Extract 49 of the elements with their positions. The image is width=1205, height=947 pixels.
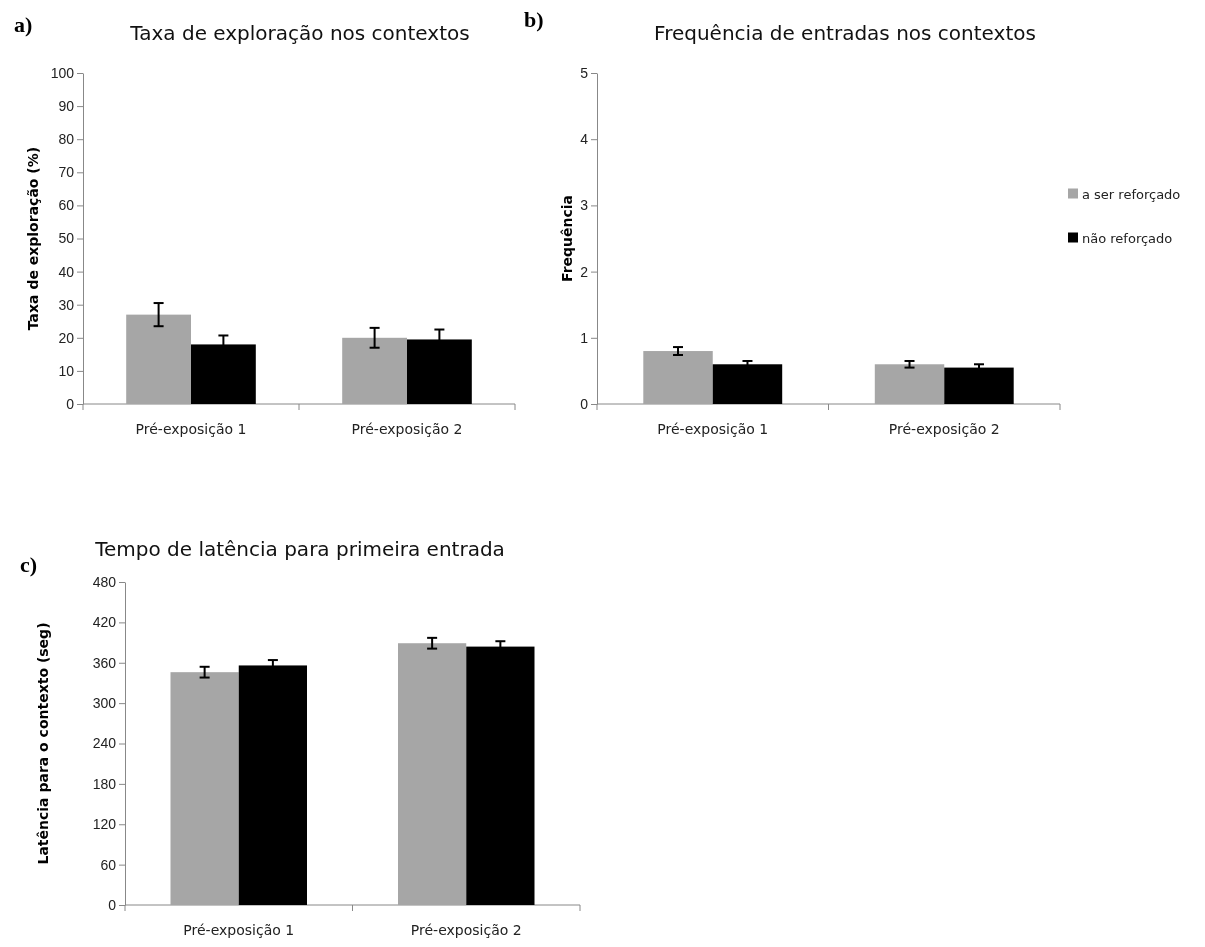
chart-title: Tempo de latência para primeira entrada — [94, 537, 505, 561]
chart-title: Taxa de exploração nos contextos — [129, 21, 470, 45]
x-tick-label: Pré-exposição 1 — [135, 421, 247, 437]
y-tick-label: 240 — [92, 735, 117, 752]
bar — [126, 314, 191, 404]
x-tick-label: Pré-exposição 2 — [351, 421, 463, 437]
bar — [170, 672, 239, 905]
y-tick-label: 4 — [580, 131, 589, 148]
text: c) — [20, 552, 38, 577]
bar — [398, 643, 467, 905]
bar — [342, 337, 407, 404]
y-tick-label: 360 — [92, 654, 117, 671]
y-tick-label: 180 — [92, 775, 117, 792]
y-tick-label: 60 — [58, 197, 75, 214]
y-tick-label: 2 — [580, 263, 589, 280]
x-tick-label: Pré-exposição 1 — [657, 421, 769, 437]
y-tick-label: 80 — [58, 131, 75, 148]
text: a) — [14, 12, 33, 37]
y-tick-label: 100 — [50, 64, 75, 81]
text: b) — [524, 7, 544, 32]
y-axis-title: Latência para o contexto (seg) — [35, 622, 51, 865]
x-tick-label: Pré-exposição 1 — [183, 922, 295, 938]
y-tick-label: 420 — [92, 614, 117, 631]
y-tick-label: 0 — [580, 395, 589, 412]
x-tick-label: Pré-exposição 2 — [888, 421, 1000, 437]
y-tick-label: 90 — [58, 98, 75, 115]
bar — [238, 665, 307, 905]
y-tick-label: 300 — [92, 695, 117, 712]
y-axis-title: Taxa de exploração (%) — [25, 146, 41, 331]
chart-title: Frequência de entradas nos contextos — [654, 21, 1036, 45]
y-tick-label: 70 — [58, 164, 75, 181]
y-tick-label: 1 — [580, 329, 589, 346]
bar — [466, 646, 535, 905]
y-tick-label: 40 — [58, 263, 75, 280]
y-tick-label: 20 — [58, 329, 75, 346]
y-tick-label: 3 — [580, 197, 589, 214]
y-tick-label: 10 — [58, 362, 75, 379]
x-tick-label: Pré-exposição 2 — [410, 922, 522, 938]
y-tick-label: 0 — [108, 896, 117, 913]
y-tick-label: 120 — [92, 816, 117, 833]
y-tick-label: 60 — [100, 856, 117, 873]
y-tick-label: 0 — [66, 395, 75, 412]
y-tick-label: 30 — [58, 296, 75, 313]
legend-label: não reforçado — [1082, 230, 1173, 246]
legend-label: a ser reforçado — [1082, 186, 1181, 202]
y-tick-label: 50 — [58, 230, 75, 247]
y-axis-title: Frequência — [559, 194, 575, 283]
y-tick-label: 5 — [580, 64, 589, 81]
y-tick-label: 480 — [92, 573, 117, 590]
